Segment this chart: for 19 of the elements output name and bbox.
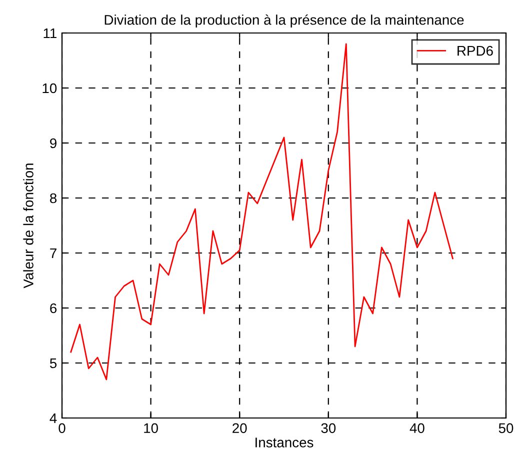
- x-tick-label: 10: [144, 423, 158, 434]
- y-tick-label: 7: [50, 248, 56, 258]
- y-tick-label: 8: [50, 193, 57, 204]
- line-series: [70, 43, 454, 380]
- y-tick-label: 11: [44, 28, 56, 38]
- y-tick-label: 6: [50, 303, 57, 314]
- x-axis-title: Instances: [256, 438, 314, 448]
- legend-label: RPD6: [458, 46, 493, 56]
- x-tick-label: 20: [232, 423, 247, 434]
- x-tick-label: 0: [58, 423, 66, 434]
- y-tick-label: 4: [50, 413, 57, 424]
- x-tick-label: 40: [410, 423, 424, 434]
- chart-title: Diviation de la production à la présence de la maintenance: [104, 14, 464, 28]
- x-tick-label: 50: [498, 423, 514, 434]
- y-tick-label: 9: [50, 138, 56, 148]
- y-tick-label: 10: [42, 83, 57, 94]
- y-tick-label: 5: [50, 358, 57, 368]
- x-tick-label: 30: [321, 423, 336, 434]
- y-axis-title: Valeur de la fonction: [23, 164, 34, 288]
